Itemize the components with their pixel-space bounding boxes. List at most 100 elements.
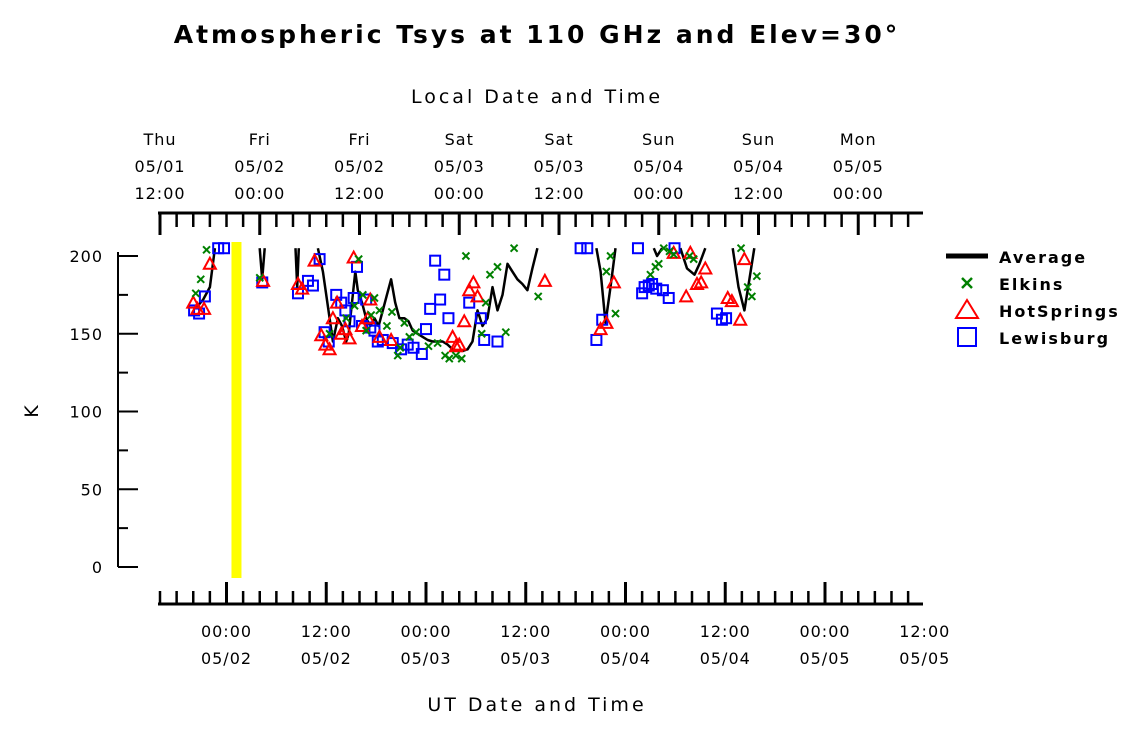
- top-tick-time: 00:00: [234, 184, 285, 203]
- y-axis-title: K: [21, 402, 43, 417]
- hotsprings-point: [469, 288, 486, 303]
- bottom-tick-date: 05/04: [600, 649, 651, 668]
- elkins-point: [481, 298, 491, 307]
- hotsprings-point: [383, 331, 399, 346]
- hotsprings-point: [371, 328, 388, 343]
- elkins-point-stroke: [602, 267, 611, 276]
- y-axis: 0 50 100 150 200: [69, 247, 138, 577]
- elkins-point: [602, 267, 611, 276]
- hotsprings-point: [697, 260, 713, 275]
- bottom-tick-time: 00:00: [799, 622, 850, 641]
- elkins-point-stroke: [665, 247, 674, 256]
- legend-label: Lewisburg: [999, 329, 1110, 348]
- lewisburg-point: [198, 290, 211, 303]
- y-tick-label: 50: [81, 480, 103, 499]
- elkins-point: [375, 306, 384, 315]
- elkins-point-stroke: [461, 251, 471, 261]
- top-tick-time: 00:00: [633, 184, 684, 203]
- lewisburg-point: [642, 279, 655, 292]
- elkins-point: [405, 332, 414, 342]
- elkins-point: [350, 301, 359, 310]
- elkins-point: [396, 343, 405, 352]
- legend-swatch-stroke: [961, 277, 973, 289]
- elkins-point-stroke: [341, 313, 351, 323]
- plot-area: [185, 242, 762, 363]
- lewisburg-point: [474, 312, 487, 325]
- lewisburg-point: [415, 347, 428, 360]
- top-tick-date: 05/03: [533, 157, 584, 176]
- elkins-point: [736, 244, 746, 253]
- elkins-point: [361, 326, 371, 335]
- lewisburg-point: [438, 268, 451, 281]
- elkins-point-stroke: [191, 289, 200, 298]
- elkins-point-stroke: [457, 354, 466, 363]
- elkins-point-stroke: [606, 251, 615, 261]
- top-tick-date: 05/05: [833, 157, 884, 176]
- bottom-tick-date: 05/02: [201, 649, 252, 668]
- elkins-point: [534, 292, 543, 301]
- hotsprings-point: [606, 274, 622, 289]
- elkins-point-stroke: [485, 270, 495, 279]
- bottom-tick-date: 05/05: [799, 649, 850, 668]
- elkins-point: [400, 318, 409, 328]
- legend-label: Elkins: [999, 275, 1064, 294]
- elkins-point: [358, 290, 368, 300]
- elkins-point-stroke: [481, 298, 491, 307]
- lewisburg-point: [581, 242, 594, 255]
- bottom-tick-time: 12:00: [700, 622, 751, 641]
- hotsprings-point: [736, 251, 753, 266]
- elkins-point: [743, 282, 752, 292]
- hotsprings-point: [325, 310, 341, 325]
- hotsprings-point: [724, 293, 740, 308]
- hotsprings-point: [354, 317, 370, 332]
- hotsprings-point: [313, 327, 329, 342]
- elkins-point-stroke: [255, 273, 264, 282]
- hotsprings-point: [329, 294, 345, 309]
- elkins-point-stroke: [433, 338, 442, 348]
- elkins-point-stroke: [396, 343, 405, 352]
- y-tick-label: 200: [69, 247, 103, 266]
- elkins-point: [451, 351, 461, 360]
- elkins-point-stroke: [747, 292, 757, 301]
- hotsprings-point: [360, 310, 376, 325]
- elkins-point-stroke: [350, 301, 359, 310]
- hotsprings-point: [337, 320, 354, 336]
- hotsprings-point: [678, 288, 694, 303]
- bottom-tick-time: 00:00: [201, 622, 252, 641]
- lewisburg-point: [306, 279, 319, 292]
- bottom-tick-date: 05/03: [500, 649, 551, 668]
- lewisburg-point: [491, 335, 504, 348]
- elkins-point-stroke: [611, 309, 620, 318]
- bottom-tick-date: 05/02: [301, 649, 352, 668]
- top-tick-time: 12:00: [533, 184, 584, 203]
- bottom-tick-time: 12:00: [301, 622, 352, 641]
- bottom-tick-time: 00:00: [400, 622, 451, 641]
- lewisburg-point: [218, 242, 231, 255]
- elkins-point: [654, 259, 663, 268]
- hotsprings-point: [456, 313, 472, 328]
- top-tick-day: Fri: [348, 130, 370, 149]
- elkins-point: [191, 289, 200, 298]
- hotsprings-point: [461, 282, 477, 297]
- elkins-point: [411, 327, 421, 337]
- hotsprings-point: [185, 294, 201, 309]
- elkins-point: [196, 275, 205, 284]
- elkins-point-stroke: [361, 326, 371, 335]
- elkins-point-stroke: [743, 282, 752, 292]
- lewisburg-point: [419, 323, 432, 336]
- y-tick-label: 150: [69, 325, 103, 344]
- lewisburg-point: [650, 282, 663, 295]
- elkins-point-stroke: [387, 307, 397, 317]
- elkins-point-stroke: [646, 270, 655, 279]
- hotsprings-point: [306, 252, 323, 267]
- hotsprings-point: [196, 300, 212, 315]
- bottom-tick-time: 12:00: [899, 622, 950, 641]
- average-line-segment: [679, 247, 707, 276]
- elkins-point-stroke: [451, 351, 461, 360]
- legend: Average Elkins HotSprings Lewisburg: [946, 248, 1118, 348]
- top-tick-date: 05/01: [134, 157, 185, 176]
- legend-label: Average: [999, 248, 1087, 267]
- average-line-segment: [731, 248, 756, 312]
- elkins-point-stroke: [534, 292, 543, 301]
